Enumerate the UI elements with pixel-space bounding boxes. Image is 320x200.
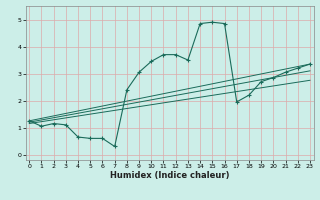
X-axis label: Humidex (Indice chaleur): Humidex (Indice chaleur)	[110, 171, 229, 180]
